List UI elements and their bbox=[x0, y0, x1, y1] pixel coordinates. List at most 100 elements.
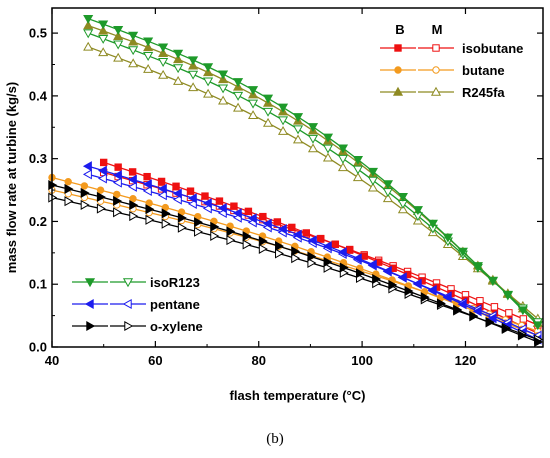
x-tick-label: 40 bbox=[45, 353, 59, 368]
data-point bbox=[292, 113, 304, 123]
data-point bbox=[97, 173, 107, 184]
series-isoR123-B bbox=[83, 14, 543, 331]
data-point bbox=[346, 246, 354, 254]
data-point bbox=[322, 241, 332, 252]
series-line bbox=[51, 196, 539, 341]
data-point bbox=[534, 336, 544, 348]
data-point bbox=[412, 206, 423, 216]
data-point bbox=[242, 239, 252, 250]
data-point bbox=[124, 320, 134, 332]
data-point bbox=[501, 323, 511, 335]
data-point bbox=[203, 63, 214, 73]
data-point bbox=[258, 243, 268, 254]
data-point bbox=[502, 291, 513, 301]
data-point bbox=[259, 212, 267, 221]
data-point bbox=[128, 58, 139, 68]
y-tick-label: 0.4 bbox=[29, 88, 48, 103]
data-point bbox=[288, 223, 296, 232]
data-point bbox=[80, 182, 89, 190]
y-tick-label: 0.5 bbox=[29, 26, 47, 41]
data-point bbox=[292, 134, 304, 144]
data-point bbox=[307, 143, 319, 153]
legend-header-m: M bbox=[432, 22, 443, 37]
data-point bbox=[485, 317, 495, 328]
data-point bbox=[262, 218, 272, 229]
data-point bbox=[382, 180, 394, 190]
data-point bbox=[360, 252, 368, 260]
data-point bbox=[218, 95, 229, 105]
data-point bbox=[186, 187, 195, 195]
data-point bbox=[262, 94, 274, 104]
data-point bbox=[307, 123, 319, 133]
data-point bbox=[307, 235, 317, 246]
data-point bbox=[143, 37, 154, 47]
data-point bbox=[202, 198, 212, 209]
data-point bbox=[113, 40, 124, 50]
data-point bbox=[292, 125, 304, 135]
data-point bbox=[367, 182, 379, 192]
y-axis-label: mass flow rate at turbine (kg/s) bbox=[4, 82, 19, 273]
data-point bbox=[322, 144, 334, 154]
legend-label: R245fa bbox=[462, 85, 505, 100]
x-tick-label: 120 bbox=[455, 353, 477, 368]
data-point bbox=[112, 170, 122, 181]
data-point bbox=[173, 75, 184, 85]
data-point bbox=[317, 234, 325, 243]
x-tick-label: 100 bbox=[351, 353, 373, 368]
data-point bbox=[158, 48, 169, 58]
data-point bbox=[157, 183, 167, 194]
data-point bbox=[64, 178, 72, 186]
data-point bbox=[188, 70, 199, 80]
data-point bbox=[372, 274, 382, 285]
data-point bbox=[143, 52, 154, 61]
data-point bbox=[323, 262, 333, 273]
data-point bbox=[128, 168, 137, 176]
data-point bbox=[64, 183, 74, 195]
data-point bbox=[277, 224, 287, 235]
legend-label: butane bbox=[462, 63, 505, 78]
data-point bbox=[367, 176, 379, 186]
data-point bbox=[129, 200, 139, 211]
data-point bbox=[210, 221, 220, 232]
data-point bbox=[262, 117, 274, 127]
data-point bbox=[157, 190, 167, 201]
data-point bbox=[82, 169, 92, 180]
data-point bbox=[83, 20, 94, 30]
data-point bbox=[291, 246, 301, 257]
legend-header-b: B bbox=[395, 22, 404, 37]
data-point bbox=[127, 174, 137, 185]
data-point bbox=[143, 42, 154, 52]
data-point bbox=[158, 69, 169, 79]
data-point bbox=[188, 60, 199, 70]
data-point bbox=[142, 179, 152, 190]
data-point bbox=[275, 248, 284, 259]
data-point bbox=[487, 276, 498, 286]
data-point bbox=[83, 41, 94, 51]
data-point bbox=[96, 186, 105, 194]
data-point bbox=[203, 77, 214, 87]
data-point bbox=[490, 303, 499, 311]
series-o-xylene-M bbox=[48, 192, 544, 345]
x-tick-label: 60 bbox=[148, 353, 162, 368]
data-point bbox=[80, 187, 90, 199]
data-point bbox=[161, 218, 171, 229]
data-point bbox=[394, 66, 402, 74]
data-point bbox=[469, 311, 479, 322]
data-point bbox=[142, 185, 152, 197]
y-tick-label: 0.2 bbox=[29, 214, 47, 229]
data-point bbox=[457, 299, 467, 310]
legend-label: isoR123 bbox=[150, 275, 200, 290]
data-point bbox=[337, 154, 349, 164]
data-point bbox=[128, 31, 139, 41]
data-point bbox=[517, 330, 527, 341]
legend-entry-R245fa: R245fa bbox=[380, 85, 505, 100]
data-point bbox=[412, 278, 422, 290]
data-point bbox=[352, 253, 362, 264]
series-pentane-B bbox=[82, 161, 542, 345]
data-point bbox=[453, 304, 463, 315]
data-point bbox=[122, 278, 134, 288]
data-point bbox=[145, 204, 155, 215]
data-point bbox=[247, 99, 259, 109]
data-point bbox=[84, 298, 94, 310]
